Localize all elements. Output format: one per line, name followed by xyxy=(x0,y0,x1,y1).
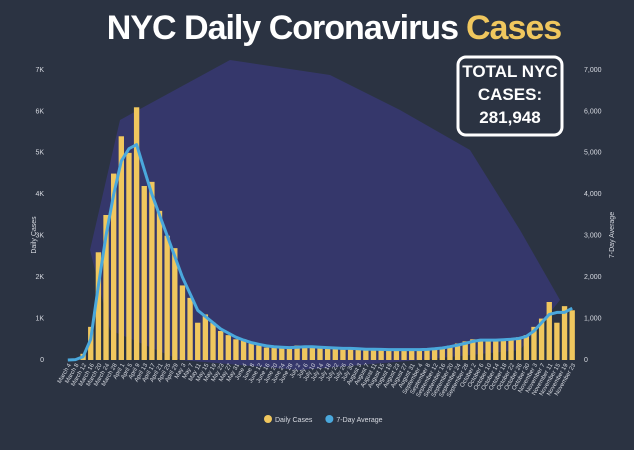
bar xyxy=(133,107,140,361)
bar xyxy=(538,318,545,360)
y2-tick-label: 5,000 xyxy=(584,150,602,157)
line xyxy=(67,143,573,362)
legend-label: Daily Cases xyxy=(275,417,313,424)
y-tick-label: 6K xyxy=(35,108,44,115)
bar xyxy=(103,215,109,360)
bar xyxy=(439,347,445,360)
y-tick-label: 3K xyxy=(35,233,44,240)
bar xyxy=(470,339,476,360)
y2-tick-label: 6,000 xyxy=(584,108,602,115)
total-box xyxy=(456,55,564,137)
bar xyxy=(347,347,354,360)
bar xyxy=(286,347,293,360)
bar xyxy=(164,235,170,360)
legend-marker xyxy=(325,415,334,423)
bar xyxy=(156,210,163,360)
y-tick-label: 4K xyxy=(35,191,44,198)
bar xyxy=(393,349,400,360)
bar xyxy=(195,322,201,360)
bar xyxy=(500,339,507,360)
total-box-text: TOTAL NYC CASES: 281,948 xyxy=(462,62,558,127)
chart-title: NYC Daily Coronavirus xyxy=(107,9,458,47)
total-label: TOTAL NYC CASES: xyxy=(462,62,558,104)
bar xyxy=(546,302,552,360)
bar xyxy=(263,347,270,360)
bar xyxy=(477,339,484,360)
bar xyxy=(516,337,522,360)
legend-marker xyxy=(264,415,272,423)
y2-axis-label: 7-Day Average xyxy=(609,212,616,258)
y-tick-label: 0 xyxy=(40,357,44,364)
bar xyxy=(271,345,277,360)
y2-tick-label: 3,000 xyxy=(584,233,602,240)
bar xyxy=(561,306,568,360)
bar xyxy=(309,345,316,360)
bar xyxy=(370,349,377,360)
bar xyxy=(95,252,102,360)
bar xyxy=(332,347,338,360)
bar xyxy=(317,347,323,360)
bar xyxy=(110,173,117,360)
chart-title-highlight: Cases xyxy=(466,9,561,47)
bar xyxy=(294,345,300,360)
bar xyxy=(431,347,438,360)
bar xyxy=(416,349,423,360)
bar xyxy=(126,152,132,360)
y-tick-label: 5K xyxy=(35,150,44,157)
bar xyxy=(386,349,392,360)
bar xyxy=(493,339,499,360)
bar xyxy=(424,349,430,360)
y2-tick-label: 0 xyxy=(584,357,588,364)
bar xyxy=(531,326,537,360)
bar xyxy=(554,322,560,360)
y2-tick-label: 4,000 xyxy=(584,191,602,198)
bar xyxy=(210,322,216,360)
bar xyxy=(462,341,468,360)
y2-tick-label: 7,000 xyxy=(584,67,602,74)
bar xyxy=(355,349,361,360)
bar xyxy=(179,285,186,360)
legend-label: 7-Day Average xyxy=(336,417,382,424)
bar xyxy=(88,326,94,360)
bar xyxy=(363,349,369,360)
y-axis-label: Daily Cases xyxy=(31,216,38,254)
bar xyxy=(485,341,491,360)
y-tick-label: 7K xyxy=(35,67,44,74)
bar xyxy=(378,349,384,360)
bar xyxy=(187,297,193,360)
bar xyxy=(401,349,407,360)
bar xyxy=(172,248,178,360)
bar xyxy=(233,339,239,360)
bar xyxy=(217,331,224,360)
bar xyxy=(324,347,331,360)
bar xyxy=(279,347,285,360)
bar xyxy=(447,345,453,360)
map-decoration xyxy=(90,60,560,370)
bar xyxy=(523,335,530,360)
bar xyxy=(149,181,155,360)
bar xyxy=(454,343,461,360)
y-tick-label: 2K xyxy=(35,274,44,281)
y2-tick-label: 2,000 xyxy=(584,274,602,281)
bar xyxy=(569,310,575,360)
bar xyxy=(508,339,514,360)
y2-tick-label: 1,000 xyxy=(584,315,602,322)
bar xyxy=(340,349,346,360)
bar xyxy=(256,345,262,360)
bar xyxy=(118,136,124,360)
total-value: 281,948 xyxy=(479,108,541,127)
bar xyxy=(248,343,254,360)
bar xyxy=(225,335,231,360)
bar xyxy=(202,314,209,360)
y-tick-label: 1K xyxy=(35,315,44,322)
bar xyxy=(141,186,147,360)
bar xyxy=(302,347,308,360)
bar xyxy=(409,349,415,360)
bar xyxy=(240,339,247,360)
